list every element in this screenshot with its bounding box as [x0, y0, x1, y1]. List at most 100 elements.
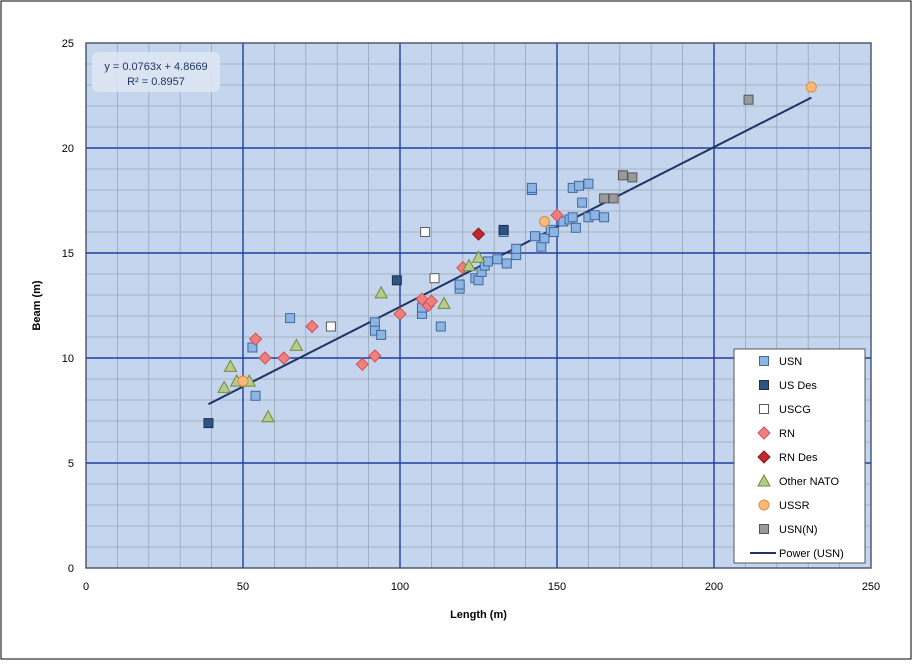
data-point: [536, 241, 547, 252]
data-point: [248, 332, 263, 346]
data-point: [471, 250, 486, 263]
x-tick-label: 50: [237, 581, 249, 593]
series-us-des: [203, 224, 509, 429]
data-point: [277, 351, 291, 365]
y-tick-label: 10: [62, 353, 74, 365]
data-point: [492, 254, 503, 265]
x-tick-label: 100: [391, 581, 409, 593]
equation-background: [92, 52, 220, 92]
data-point: [261, 409, 275, 423]
data-point: [805, 81, 817, 93]
data-point: [391, 275, 402, 286]
y-tick-label: 20: [62, 143, 74, 155]
y-tick-label: 5: [68, 458, 74, 470]
data-point: [462, 258, 476, 272]
data-point: [203, 418, 214, 429]
data-point: [437, 296, 451, 309]
data-point: [217, 380, 232, 393]
data-point: [247, 342, 258, 353]
data-point: [589, 210, 600, 221]
data-point: [501, 258, 512, 269]
series-ussr: [237, 81, 817, 387]
legend-marker: [759, 524, 769, 534]
plot-border: [85, 42, 872, 569]
r-squared-text: R² = 0.8957: [127, 76, 185, 88]
data-point: [539, 233, 550, 244]
data-point: [424, 294, 439, 309]
series-usn: [247, 178, 610, 401]
data-point: [429, 273, 440, 284]
data-point: [627, 172, 638, 183]
data-point: [526, 182, 537, 193]
data-point: [617, 170, 628, 181]
legend-marker: [759, 380, 769, 390]
series-rn-des: [471, 227, 486, 241]
data-point: [393, 307, 407, 321]
legend-marker: [757, 450, 771, 464]
x-axis-label: Length (m): [450, 609, 507, 621]
legend-marker: [757, 426, 771, 440]
equation-text: y = 0.0763x + 4.8669: [104, 61, 207, 73]
data-point: [743, 94, 754, 105]
legend-marker: [758, 499, 770, 511]
y-tick-label: 15: [62, 248, 74, 260]
legend-label: USCG: [779, 404, 811, 416]
data-point: [435, 321, 446, 332]
legend-marker: [759, 404, 769, 414]
y-tick-label: 0: [68, 563, 74, 575]
data-point: [250, 390, 261, 401]
series-rn: [236, 208, 564, 388]
data-point: [498, 224, 509, 235]
data-point: [608, 193, 619, 204]
legend-marker: [757, 473, 771, 487]
x-tick-label: 200: [705, 581, 723, 593]
legend: USN US Des USCG RN RN Des Other NATO USSR USN(N…: [733, 348, 866, 564]
x-axis-ticks: 0 50 100 150 200 250: [83, 581, 880, 593]
data-point: [369, 317, 380, 328]
data-point: [570, 222, 581, 233]
legend-label: Power (USN): [779, 548, 844, 560]
legend-label: RN Des: [779, 452, 818, 464]
equation-box: y = 0.0763x + 4.8669 R² = 0.8957: [92, 52, 220, 92]
legend-label: USN(N): [779, 524, 818, 536]
data-point: [482, 256, 493, 267]
series-other-nato: [217, 250, 486, 423]
series-usn-n-: [599, 94, 754, 204]
legend-label: USN: [779, 356, 802, 368]
data-point: [471, 227, 486, 241]
data-point: [258, 351, 272, 365]
data-point: [223, 359, 238, 372]
data-point: [577, 197, 588, 208]
data-point: [368, 349, 382, 363]
data-point: [550, 208, 564, 222]
trendline: [208, 96, 812, 406]
data-point: [599, 193, 610, 204]
legend-label: RN: [779, 428, 795, 440]
y-tick-label: 25: [62, 38, 74, 50]
legend-label: Other NATO: [779, 476, 840, 488]
data-point: [538, 216, 550, 227]
data-point: [355, 357, 370, 372]
data-point: [285, 313, 296, 324]
x-tick-label: 0: [83, 581, 89, 593]
legend-box: [733, 348, 866, 564]
data-point: [325, 321, 336, 332]
data-point: [376, 329, 387, 340]
data-point: [305, 319, 319, 334]
data-point: [567, 212, 578, 223]
data-point: [473, 275, 484, 286]
data-point: [599, 212, 610, 223]
y-axis-ticks: 0 5 10 15 20 25: [62, 38, 74, 575]
data-point: [573, 180, 584, 191]
legend-label: US Des: [779, 380, 817, 392]
data-point: [374, 285, 389, 299]
data-point: [454, 279, 465, 290]
y-axis-label: Beam (m): [31, 280, 43, 330]
series-uscg: [325, 227, 440, 332]
x-tick-label: 250: [862, 581, 880, 593]
legend-marker: [759, 356, 769, 366]
legend-label: USSR: [779, 500, 810, 512]
data-point: [289, 338, 304, 351]
